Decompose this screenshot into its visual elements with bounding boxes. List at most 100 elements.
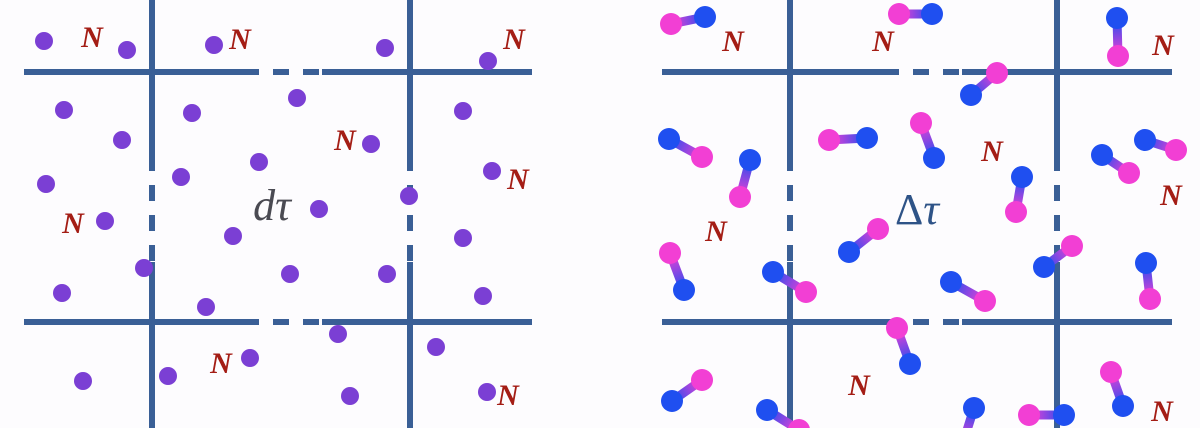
molecule-atom-blue [661, 390, 683, 412]
atom-particle [113, 131, 131, 149]
diatomic-molecule [1135, 252, 1161, 310]
molecule-atom-magenta [660, 13, 682, 35]
molecule-atom-blue [1106, 7, 1128, 29]
atom-particle [483, 162, 501, 180]
diatomic-molecule [658, 128, 713, 168]
molecule-atom-blue [756, 399, 778, 421]
atom-particle [427, 338, 445, 356]
molecule-atom-magenta [888, 3, 910, 25]
atom-particle [474, 287, 492, 305]
atom-particle [35, 32, 53, 50]
molecule-atom-magenta [974, 290, 996, 312]
molecule-atom-magenta [788, 419, 810, 428]
molecule-atom-magenta [986, 62, 1008, 84]
molecule-atom-blue [1091, 144, 1113, 166]
molecule-atom-magenta [1139, 288, 1161, 310]
atom-particle [96, 212, 114, 230]
atom-particle [197, 298, 215, 316]
molecules-particle-count-label-5: N [705, 215, 727, 248]
volume-element-label-delta-tau: Δτ [894, 185, 940, 234]
atoms-particle-count-label-4: N [507, 163, 529, 196]
molecule-atom-magenta [659, 242, 681, 264]
atom-particle [55, 101, 73, 119]
molecule-atom-magenta [867, 218, 889, 240]
atoms-particle-count-label-7: N [497, 379, 519, 412]
diatomic-molecule [1018, 404, 1075, 426]
molecule-atom-blue [739, 149, 761, 171]
diatomic-molecule [729, 149, 761, 208]
molecule-atom-blue [940, 271, 962, 293]
molecule-atom-magenta [886, 317, 908, 339]
atom-particle [376, 39, 394, 57]
atom-particle [281, 265, 299, 283]
diatomic-molecule [888, 3, 943, 25]
diatomic-molecule [756, 399, 810, 428]
atoms-particle-count-label-5: N [62, 207, 84, 240]
atom-particle [362, 135, 380, 153]
diatomic-molecule [762, 261, 817, 303]
atom-particle [183, 104, 201, 122]
molecule-atom-blue [1033, 256, 1055, 278]
molecule-atom-magenta [910, 112, 932, 134]
volume-element-label-dtau: dτ [253, 181, 291, 230]
atom-particle [74, 372, 92, 390]
molecules-particle-count-label-1: N [872, 25, 894, 58]
atom-particle [454, 102, 472, 120]
atom-particle [400, 187, 418, 205]
atom-particle [329, 325, 347, 343]
atom-particle [118, 41, 136, 59]
molecules-particle-count-label-2: N [1152, 29, 1174, 62]
molecules-panel-canvas [658, 0, 1187, 428]
atom-particle [479, 52, 497, 70]
diatomic-molecule [838, 218, 889, 263]
atoms-particle-count-label-1: N [229, 23, 251, 56]
diatomic-molecule [886, 317, 921, 375]
diatomic-molecule [962, 397, 985, 428]
molecule-atom-magenta [1100, 361, 1122, 383]
molecule-atom-magenta [1061, 235, 1083, 257]
molecule-atom-magenta [1107, 45, 1129, 67]
atom-particle [241, 349, 259, 367]
atom-particle [288, 89, 306, 107]
molecule-atom-blue [963, 397, 985, 419]
diatomic-molecule [1106, 7, 1129, 67]
atom-particle [205, 36, 223, 54]
atom-particle [478, 383, 496, 401]
molecule-atom-blue [658, 128, 680, 150]
diatomic-molecule [1134, 129, 1187, 161]
atom-particle [250, 153, 268, 171]
molecule-atom-magenta [1018, 404, 1040, 426]
molecule-atom-blue [1053, 404, 1075, 426]
atoms-particle-count-label-6: N [210, 347, 232, 380]
molecule-atom-magenta [818, 129, 840, 151]
diatomic-molecule [818, 127, 878, 151]
diatomic-molecule [661, 369, 713, 412]
molecules-particle-count-label-6: N [848, 369, 870, 402]
molecule-atom-blue [1135, 252, 1157, 274]
atom-particle [159, 367, 177, 385]
molecule-atom-magenta [1005, 201, 1027, 223]
atom-particle [310, 200, 328, 218]
atoms-particle-count-label-2: N [503, 23, 525, 56]
molecules-particle-count-label-0: N [722, 25, 744, 58]
diatomic-molecule [910, 112, 945, 169]
molecules-particle-count-label-4: N [1160, 179, 1182, 212]
molecule-atom-blue [921, 3, 943, 25]
atom-particle [378, 265, 396, 283]
molecule-atom-blue [923, 147, 945, 169]
molecule-atom-blue [762, 261, 784, 283]
molecules-particle-count-label-3: N [981, 135, 1003, 168]
atom-particle [37, 175, 55, 193]
atoms-particle-count-label-3: N [334, 124, 356, 157]
molecules-panel: Δτ N N N N N N N N [640, 0, 1200, 428]
atom-particle [135, 259, 153, 277]
atoms-particle-count-label-0: N [81, 21, 103, 54]
molecule-atom-magenta [795, 281, 817, 303]
diatomic-molecule [659, 242, 695, 301]
diatomic-molecule [940, 271, 996, 312]
molecule-atom-magenta [691, 369, 713, 391]
molecules-particle-count-label-7: N [1151, 395, 1173, 428]
diatomic-molecule [1033, 235, 1083, 278]
atom-particle [341, 387, 359, 405]
